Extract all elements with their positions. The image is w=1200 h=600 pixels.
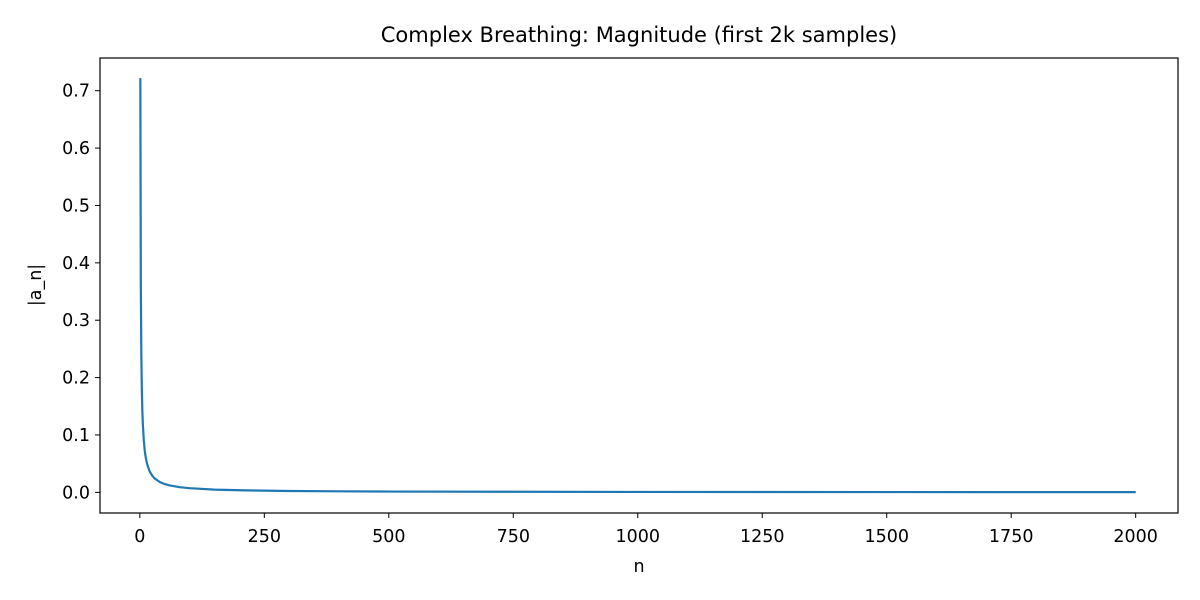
y-tick-label: 0.2 [62,369,90,389]
y-tick-label: 0.1 [62,426,90,446]
x-tick-label: 1000 [615,527,660,547]
x-axis-label: n [633,557,644,577]
series-line-0 [139,78,1136,494]
plot-frame [99,57,1179,514]
x-tick-label: 500 [372,527,405,547]
x-tick-label: 1750 [989,527,1034,547]
x-tick-label: 1250 [740,527,785,547]
x-tick-label: 0 [134,527,145,547]
x-tick-label: 250 [248,527,281,547]
x-tick-label: 2000 [1113,527,1158,547]
y-tick-label: 0.0 [62,483,90,503]
y-tick-label: 0.5 [62,196,90,216]
x-tick-label: 1500 [864,527,909,547]
x-axis: 0 250 500 750 1000 1250 1500 1750 2000 [134,513,1158,547]
y-axis: 0.0 0.1 0.2 0.3 0.4 0.5 0.6 0.7 [62,82,100,503]
x-tick-label: 750 [497,527,530,547]
y-tick-label: 0.7 [62,82,90,102]
y-tick-label: 0.3 [62,311,90,331]
plot-area [139,78,1136,494]
y-axis-label: |a_n| [26,264,46,306]
y-tick-label: 0.4 [62,254,90,274]
chart-title: Complex Breathing: Magnitude (first 2k s… [381,23,897,47]
y-tick-label: 0.6 [62,139,90,159]
